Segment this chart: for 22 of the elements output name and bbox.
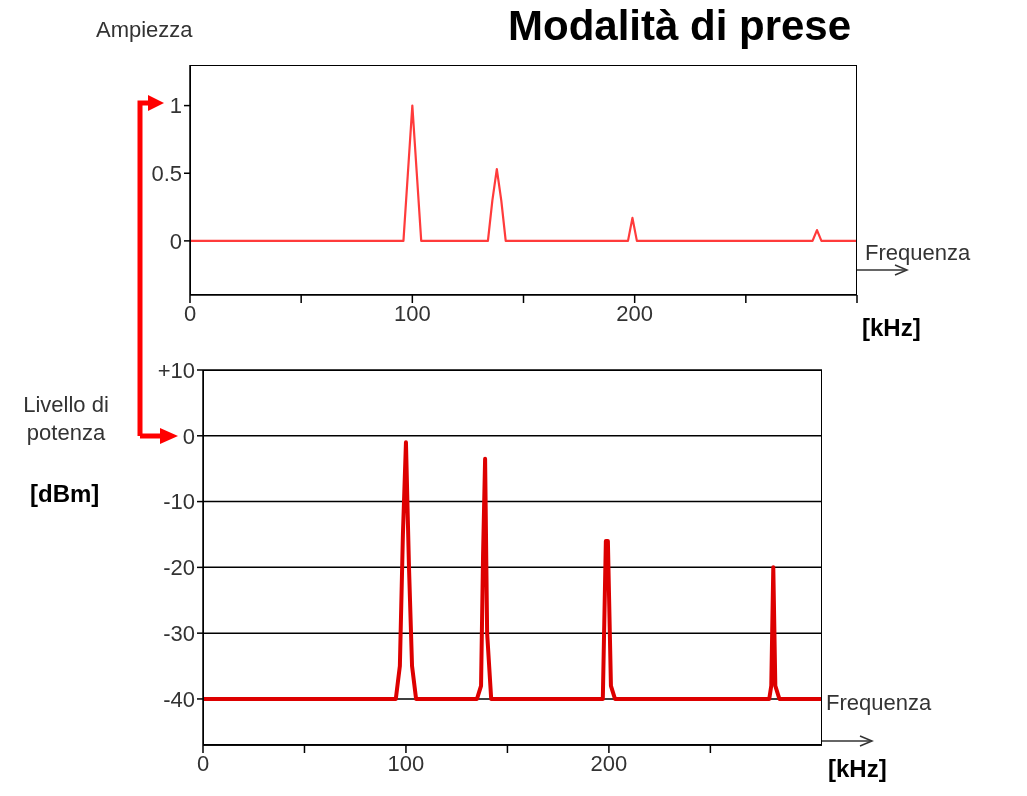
text: [kHz] (828, 755, 887, 783)
y-axis-title: Livello di potenza (22, 391, 110, 447)
y-tick-label: 1 (169, 93, 182, 119)
x-tick-label: 100 (387, 750, 425, 776)
text: [dBm] (30, 480, 100, 508)
y-tick-label: 0.5 (151, 161, 182, 187)
y-tick-label: -40 (163, 686, 195, 712)
y-tick-label: +10 (157, 357, 195, 383)
y-tick-label: 0 (182, 423, 195, 449)
y-axis-title: Ampiezza (96, 16, 194, 44)
x-tick-label: 200 (616, 300, 654, 326)
y-tick-label: -30 (163, 620, 195, 646)
x-axis-title: Frequenza (865, 240, 971, 266)
line-series (190, 104, 857, 242)
chart-title: Modalità di prese (508, 2, 852, 50)
text: [kHz] (862, 314, 921, 342)
y-tick-label: -10 (163, 489, 195, 515)
y-tick-label: -20 (163, 555, 195, 581)
x-tick-label: 100 (393, 300, 431, 326)
y-tick-label: 0 (169, 228, 182, 254)
x-tick-label: 200 (590, 750, 628, 776)
x-axis-title: Frequenza (826, 690, 932, 716)
